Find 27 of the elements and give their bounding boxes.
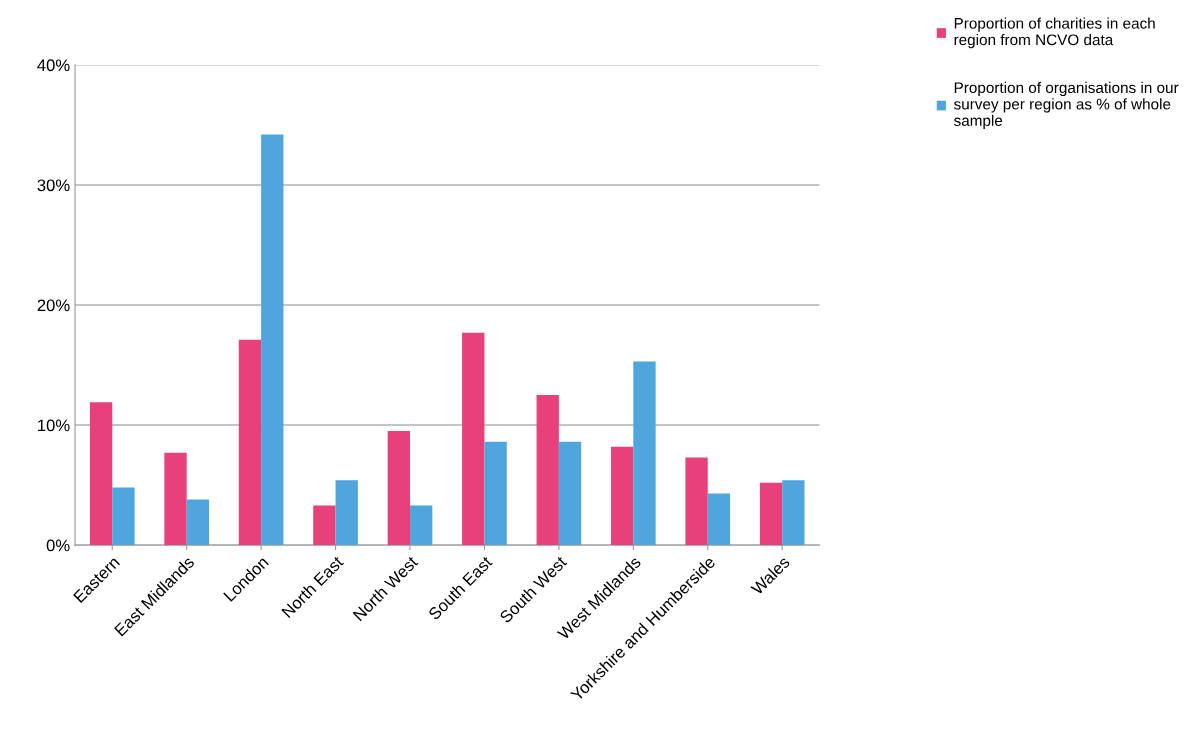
y-tick-label: 20% [37, 299, 70, 312]
y-tick-label: 30% [37, 179, 70, 192]
bar [558, 441, 582, 546]
bar [633, 361, 656, 546]
legend-label: Proportion of charities in each region from NCVO data [954, 17, 1155, 49]
bar [387, 431, 410, 546]
bar [759, 482, 783, 546]
bar [164, 452, 187, 546]
y-tick-label: 0% [46, 539, 70, 552]
y-tick-label: 10% [38, 419, 70, 432]
bar [484, 441, 507, 546]
bar [707, 493, 731, 546]
y-tick-label: 40% [37, 59, 70, 72]
bar [610, 446, 634, 546]
bar [536, 395, 559, 546]
bar [261, 134, 284, 546]
bar [685, 457, 708, 546]
bar [410, 505, 433, 546]
bar [335, 480, 358, 546]
bar [782, 480, 805, 546]
bar [89, 402, 113, 546]
bar [462, 332, 485, 546]
bar [186, 499, 210, 546]
bar [238, 339, 262, 546]
bar [112, 487, 135, 546]
bar [313, 505, 336, 546]
legend-label: Proportion of organisations in our survey per region as % of whole sample [954, 81, 1179, 129]
